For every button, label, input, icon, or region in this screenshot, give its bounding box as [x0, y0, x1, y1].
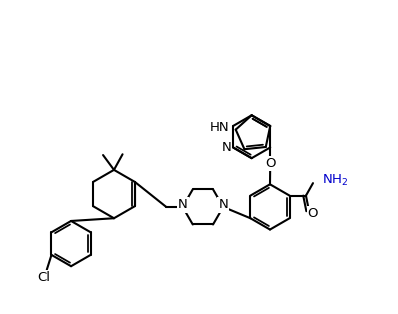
Text: HN: HN	[210, 121, 230, 134]
Text: N: N	[178, 198, 187, 211]
Text: NH$_2$: NH$_2$	[322, 172, 348, 187]
Text: O: O	[265, 157, 275, 170]
Text: O: O	[308, 207, 318, 220]
Text: N: N	[219, 198, 228, 211]
Text: N: N	[221, 141, 231, 154]
Text: Cl: Cl	[37, 271, 50, 284]
